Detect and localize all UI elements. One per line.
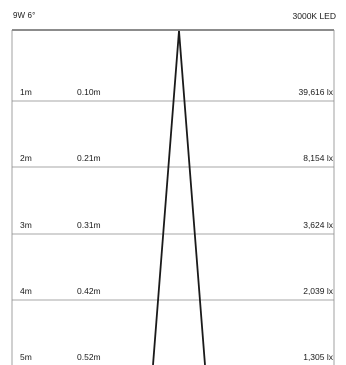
color-temperature-label: 3000K LED	[292, 11, 336, 21]
beam-diameter-label: 0.42m	[77, 286, 101, 296]
illuminance-label: 8,154 lx	[303, 153, 333, 163]
distance-label: 1m	[20, 87, 32, 97]
beam-diameter-label: 0.31m	[77, 220, 101, 230]
beam-angle-label: 9W 6°	[13, 11, 36, 20]
beam-diameter-label: 0.52m	[77, 352, 101, 362]
header: 9W 6° 3000K LED	[0, 0, 346, 30]
illuminance-label: 2,039 lx	[303, 286, 333, 296]
distance-label: 2m	[20, 153, 32, 163]
beam-diameter-label: 0.10m	[77, 87, 101, 97]
illuminance-label: 1,305 lx	[303, 352, 333, 362]
illuminance-label: 3,624 lx	[303, 220, 333, 230]
distance-label: 3m	[20, 220, 32, 230]
beam-diameter-label: 0.21m	[77, 153, 101, 163]
beam-left-edge	[152, 30, 180, 365]
illuminance-label: 39,616 lx	[298, 87, 334, 97]
beam-right-edge	[178, 30, 206, 365]
distance-label: 4m	[20, 286, 32, 296]
distance-label: 5m	[20, 352, 32, 362]
